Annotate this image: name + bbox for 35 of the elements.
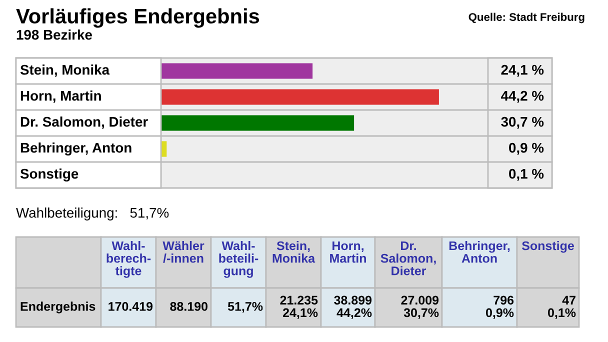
bar (161, 89, 439, 105)
text: Sonstige (522, 241, 574, 253)
y-tick-label: Horn, Martin (20, 90, 101, 103)
text: 170.419 (108, 302, 153, 311)
y-tick-label: Dr. Salomon, Dieter (20, 116, 148, 129)
text: Wähler /-innen (162, 241, 204, 263)
chart-subtitle: 198 Bezirke (16, 30, 92, 40)
y-tick-label: Behringer, Anton (20, 142, 132, 156)
text: Endergebnis (20, 302, 96, 314)
text: Dr. Salomon, Dieter (380, 241, 436, 276)
text: 47 0,1% (548, 296, 576, 319)
y-tick-label: Stein, Monika (20, 64, 110, 77)
text: 27.009 30,7% (401, 296, 439, 319)
text: Wahl- berech- tigte (106, 241, 151, 278)
text: Stein, Monika (272, 241, 316, 263)
text: 21.235 24,1% (280, 296, 318, 319)
bar (161, 141, 167, 157)
text: 796 0,9% (486, 296, 514, 319)
data-label: 30,7 % (501, 116, 544, 129)
y-tick-label: Sonstige (20, 168, 78, 182)
data-label: 24,1 % (501, 64, 544, 77)
text: Horn, Martin (330, 241, 366, 263)
data-label: 0,9 % (509, 142, 544, 155)
chart-title: Vorläufiges Endergebnis (16, 8, 260, 28)
bar (161, 63, 313, 79)
text: 51,7% (228, 302, 263, 313)
bar (161, 115, 354, 131)
text: 88.190 (170, 302, 208, 311)
text: Wahlbeteiligung: 51,7% (16, 208, 169, 220)
text: Wahl- beteili- gung (219, 241, 258, 278)
text: 38.899 44,2% (334, 296, 372, 319)
data-label: 0,1 % (509, 168, 544, 181)
data-label: 44,2 % (500, 90, 544, 103)
text: Behringer, Anton (449, 241, 510, 263)
source-note: Quelle: Stadt Freiburg (468, 12, 584, 24)
